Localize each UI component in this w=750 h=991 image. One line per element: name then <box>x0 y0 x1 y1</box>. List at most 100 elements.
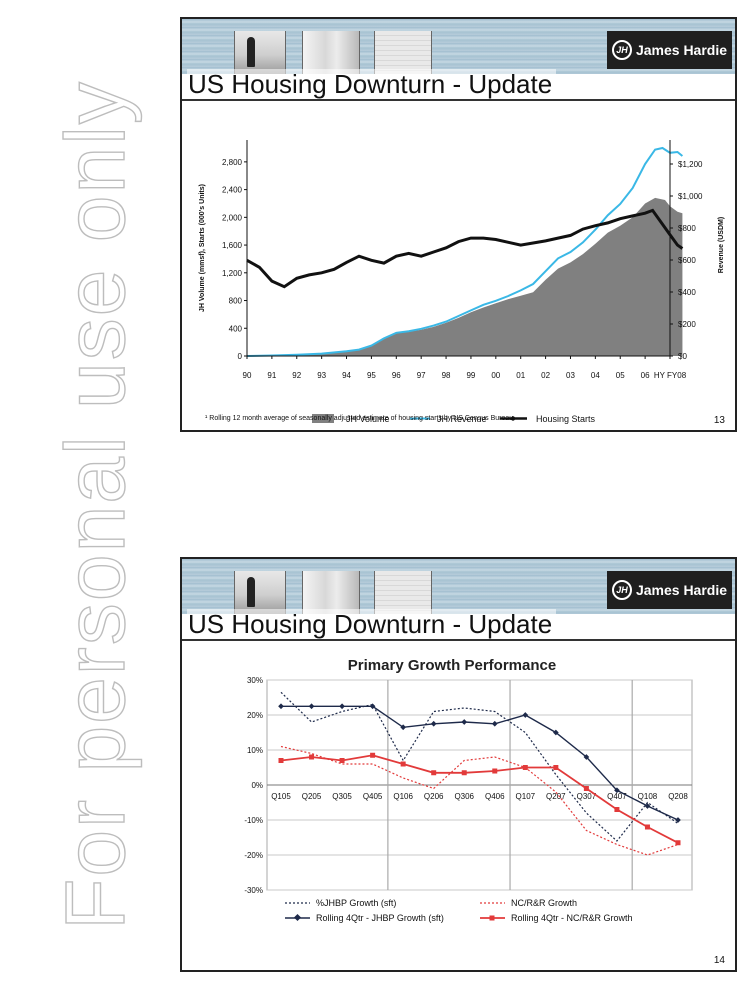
x-tick-label: Q306 <box>454 792 474 801</box>
x-tick-label: 96 <box>392 371 401 380</box>
y-tick-label: -20% <box>244 851 263 860</box>
x-tick-label: 05 <box>616 371 625 380</box>
x-tick-label: Q208 <box>668 792 688 801</box>
x-tick-label: Q105 <box>271 792 291 801</box>
data-point <box>278 703 284 710</box>
y-tick-label: 2,000 <box>222 213 243 222</box>
legend-marker-housing-starts <box>510 416 516 421</box>
x-tick-label: Q206 <box>424 792 444 801</box>
legend-label-rolling-jhbp: Rolling 4Qtr - JHBP Growth (sft) <box>316 913 444 923</box>
x-tick-label: Q106 <box>393 792 413 801</box>
y-tick-label: -30% <box>244 886 263 895</box>
data-point <box>370 752 376 758</box>
y2-tick-label: $1,200 <box>678 160 703 169</box>
legend-swatch-jh-volume <box>312 414 334 423</box>
x-tick-label: 93 <box>317 371 326 380</box>
logo-text: James Hardie <box>635 582 728 598</box>
slide-title: US Housing Downturn - Update <box>187 609 557 640</box>
x-tick-label: 03 <box>566 371 575 380</box>
banner: JH James Hardie <box>182 19 735 74</box>
y-tick-label: 0 <box>238 352 243 361</box>
data-point <box>309 754 315 760</box>
legend-label-jh-volume: JH Volume <box>346 414 390 424</box>
title-divider <box>182 639 735 641</box>
banner-photo <box>374 571 432 614</box>
legend: JH Volume JH Revenue Housing Starts <box>312 414 596 424</box>
x-tick-label: HY FY08 <box>654 371 687 380</box>
legend-label-jh-revenue: JH Revenue <box>437 414 487 424</box>
slide-14: JH James Hardie US Housing Downturn - Up… <box>180 557 737 972</box>
housing-chart: 04008001,2001,6002,0002,4002,800$0$200$4… <box>199 140 725 424</box>
title-divider <box>182 99 735 101</box>
data-point <box>614 807 620 812</box>
data-point <box>461 719 468 725</box>
y-tick-label: 10% <box>247 746 263 755</box>
series-line-1 <box>280 745 679 856</box>
legend-label-rolling-ncrr: Rolling 4Qtr - NC/R&R Growth <box>511 913 633 923</box>
jh-logo-icon: JH <box>611 40 632 60</box>
james-hardie-logo: JH James Hardie <box>607 571 732 609</box>
series-line-0 <box>280 691 679 842</box>
y-tick-label: -10% <box>244 816 263 825</box>
series-housing-starts-line <box>246 208 684 289</box>
y-tick-label: 2,400 <box>222 186 243 195</box>
y2-tick-label: $800 <box>678 224 696 233</box>
x-tick-label: 98 <box>442 371 451 380</box>
data-point <box>644 803 651 809</box>
data-point <box>400 724 406 731</box>
page-number: 13 <box>713 415 725 426</box>
person-figure <box>247 577 255 607</box>
x-tick-label: 90 <box>243 371 252 380</box>
x-tick-label: 06 <box>641 371 650 380</box>
x-tick-label: 97 <box>417 371 426 380</box>
footnote: ¹ Rolling 12 month average of seasonally… <box>205 415 516 422</box>
y2-tick-label: $200 <box>678 320 696 329</box>
data-point <box>583 786 589 791</box>
james-hardie-logo: JH James Hardie <box>607 31 732 69</box>
y-tick-label: 1,200 <box>222 269 243 278</box>
data-point <box>461 770 467 776</box>
data-point <box>400 761 406 767</box>
data-point <box>430 720 437 727</box>
y-tick-label: 1,600 <box>222 241 243 250</box>
x-tick-label: 04 <box>591 371 600 380</box>
x-tick-label: 94 <box>342 371 351 380</box>
legend-label-housing-starts: Housing Starts <box>536 414 596 424</box>
slide-13: JH James Hardie US Housing Downturn - Up… <box>180 17 737 432</box>
banner: JH James Hardie <box>182 559 735 614</box>
x-tick-label: 99 <box>466 371 475 380</box>
data-point <box>583 754 590 760</box>
y-tick-label: 20% <box>247 711 263 720</box>
data-point <box>522 712 529 718</box>
x-tick-label: Q205 <box>302 792 322 801</box>
banner-photo <box>302 571 360 614</box>
x-tick-label: Q407 <box>607 792 627 801</box>
y2-tick-label: $400 <box>678 288 696 297</box>
x-tick-label: 01 <box>516 371 525 380</box>
data-point <box>278 758 284 763</box>
x-tick-label: Q207 <box>546 792 566 801</box>
data-point <box>369 703 376 710</box>
data-point <box>339 758 345 763</box>
y-tick-label: 400 <box>229 324 243 333</box>
x-tick-label: 95 <box>367 371 376 380</box>
y-tick-label: 2,800 <box>222 158 243 167</box>
data-point <box>553 765 559 770</box>
logo-text: James Hardie <box>635 42 728 58</box>
data-point <box>675 817 681 823</box>
series-line-3 <box>280 754 679 844</box>
banner-photo <box>374 31 432 74</box>
slide-title: US Housing Downturn - Update <box>187 69 557 100</box>
data-point <box>614 787 620 794</box>
data-point <box>491 720 498 727</box>
legend-label-ncrr-growth: NC/R&R Growth <box>511 898 577 908</box>
series-jh-volume-area <box>247 197 683 356</box>
legend-label-jhbp-growth: %JHBP Growth (sft) <box>316 898 396 908</box>
x-tick-label: Q307 <box>577 792 597 801</box>
banner-photo <box>234 571 286 614</box>
y2-tick-label: $1,000 <box>678 192 703 201</box>
x-tick-label: 02 <box>541 371 550 380</box>
series-line-2 <box>281 705 679 821</box>
y2-tick-label: $600 <box>678 256 696 265</box>
x-tick-label: Q405 <box>363 792 383 801</box>
